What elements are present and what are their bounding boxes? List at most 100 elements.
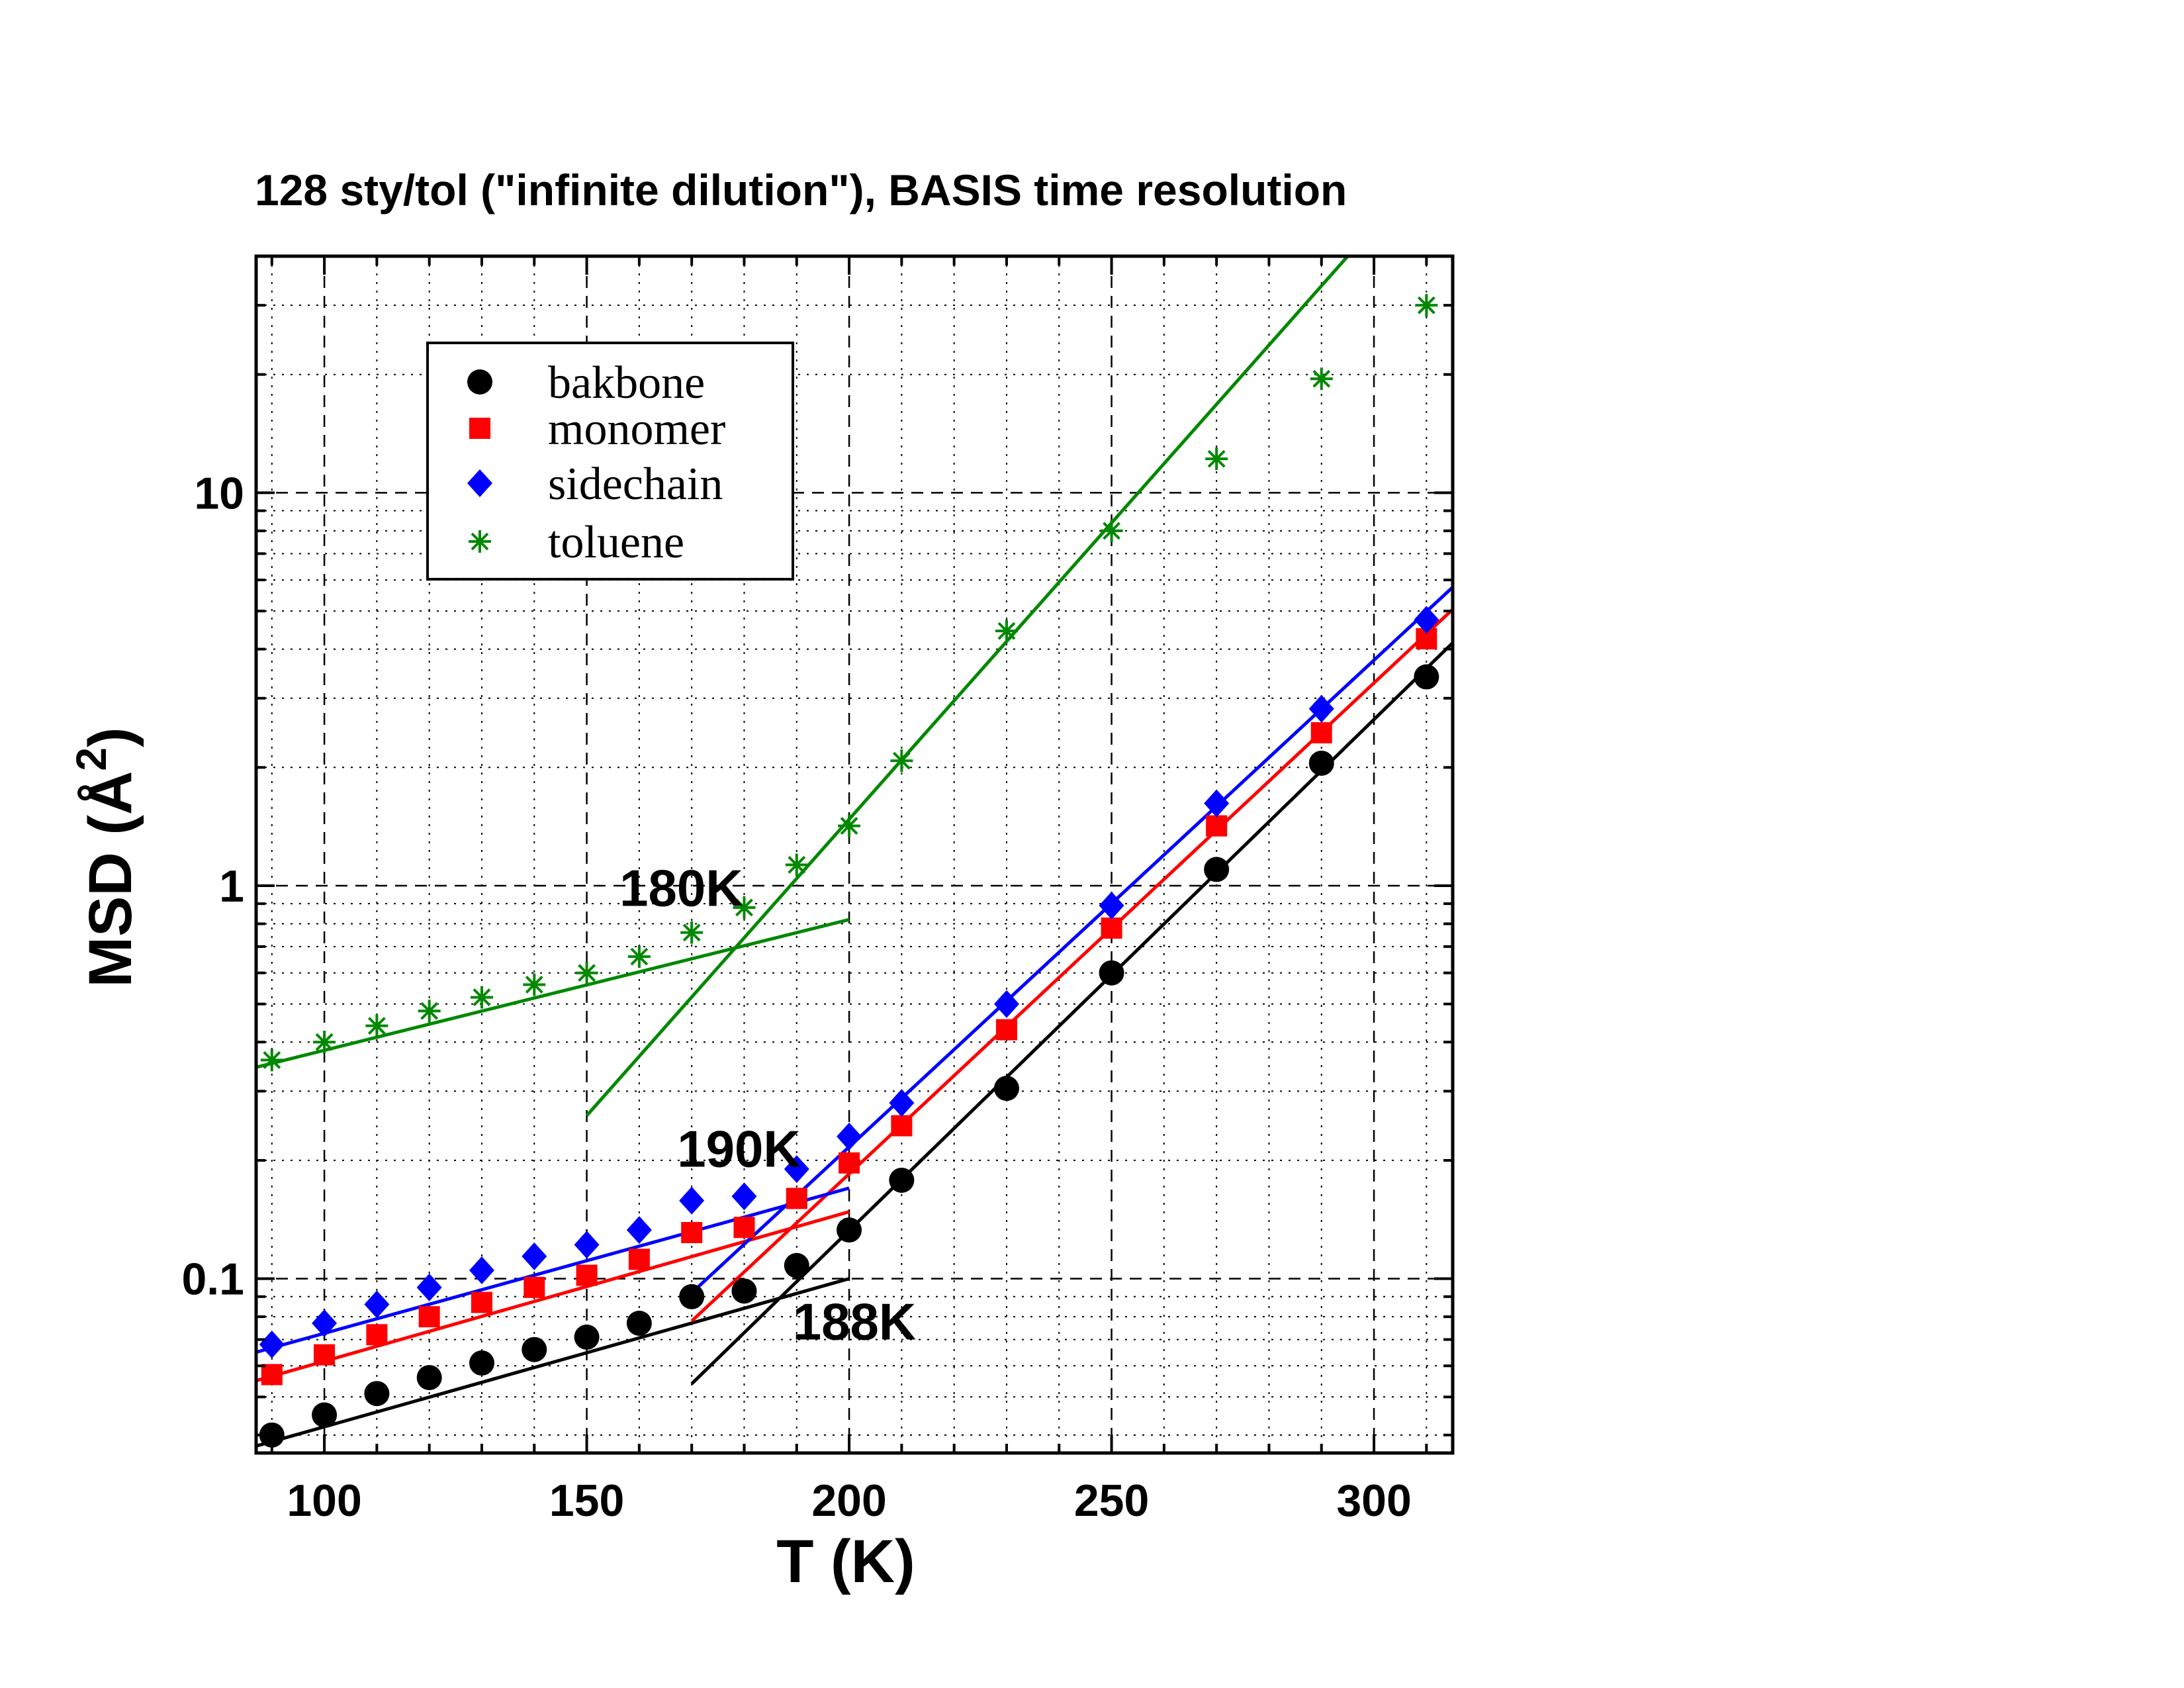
asterisk-stroke xyxy=(1312,369,1331,388)
data-point-monomer xyxy=(576,1264,598,1286)
data-point-sidechain xyxy=(259,1331,285,1359)
data-point-sidechain xyxy=(1308,694,1334,723)
data-point-bakbone xyxy=(784,1252,809,1278)
data-point-monomer xyxy=(1206,815,1228,837)
data-point-monomer xyxy=(733,1217,755,1239)
data-point-sidechain xyxy=(312,1309,338,1337)
data-point-bakbone xyxy=(731,1278,757,1304)
data-point-toluene xyxy=(523,973,546,996)
legend-marker-monomer xyxy=(469,418,490,439)
y-tick-label: 10 xyxy=(194,468,244,518)
data-point-monomer xyxy=(1310,722,1332,743)
asterisk-stroke xyxy=(420,1002,439,1020)
data-point-toluene xyxy=(1415,294,1438,317)
asterisk-stroke xyxy=(471,532,489,551)
data-point-monomer xyxy=(681,1222,703,1244)
x-tick-label: 300 xyxy=(1336,1476,1411,1526)
data-point-sidechain xyxy=(993,990,1019,1018)
data-point-toluene xyxy=(1205,447,1228,471)
legend-marker-toluene xyxy=(469,530,491,553)
data-point-monomer xyxy=(995,1019,1017,1041)
data-point-toluene xyxy=(995,620,1018,643)
asterisk-stroke xyxy=(1103,522,1120,540)
y-tick-label: 0.1 xyxy=(181,1254,244,1305)
data-point-monomer xyxy=(471,1291,492,1313)
asterisk-stroke xyxy=(315,1033,334,1051)
data-point-toluene xyxy=(575,961,598,984)
data-point-bakbone xyxy=(1308,750,1334,776)
asterisk-stroke xyxy=(892,751,911,770)
data-point-sidechain xyxy=(469,1256,494,1285)
data-point-toluene xyxy=(365,1014,388,1037)
x-tick-label: 100 xyxy=(287,1476,361,1526)
fit-line xyxy=(256,1210,850,1383)
y-axis-label: MSD (Å2) xyxy=(68,727,144,987)
data-point-sidechain xyxy=(1099,892,1124,920)
asterisk-stroke xyxy=(630,947,649,966)
data-point-monomer xyxy=(261,1364,283,1385)
legend-label-sidechain: sidechain xyxy=(548,459,723,510)
data-point-bakbone xyxy=(1414,664,1439,690)
legend-label-toluene: toluene xyxy=(548,517,684,568)
annotations: 180K 190K 188K xyxy=(619,859,916,1351)
data-point-sidechain xyxy=(784,1155,809,1184)
legend-marker-bakbone xyxy=(467,369,492,395)
asterisk-stroke xyxy=(997,622,1016,640)
data-point-sidechain xyxy=(416,1273,442,1301)
data-point-monomer xyxy=(366,1324,388,1346)
data-point-sidechain xyxy=(626,1216,652,1244)
chart-title: 128 sty/tol ("infinite dilution"), BASIS… xyxy=(255,165,1347,214)
fit-line xyxy=(256,917,850,1069)
y-axis-label-sup: 2 xyxy=(68,747,115,771)
fit-line xyxy=(690,608,1453,1323)
series-sidechain xyxy=(259,606,1439,1359)
asterisk-stroke xyxy=(367,1017,386,1035)
data-point-toluene xyxy=(627,945,651,968)
fit-line xyxy=(256,1277,850,1448)
data-point-bakbone xyxy=(364,1381,390,1407)
y-axis-label-close: ) xyxy=(77,727,144,747)
series-toluene xyxy=(260,294,1438,1072)
data-point-monomer xyxy=(314,1344,336,1366)
annotation-label: 180K xyxy=(619,859,743,917)
data-point-monomer xyxy=(523,1276,545,1298)
asterisk-stroke xyxy=(840,817,858,835)
data-point-sidechain xyxy=(679,1186,705,1215)
asterisk-stroke xyxy=(682,923,701,942)
data-point-toluene xyxy=(838,814,861,837)
fit-line xyxy=(585,256,1349,1117)
data-point-toluene xyxy=(260,1049,283,1072)
data-point-toluene xyxy=(680,921,704,944)
data-point-toluene xyxy=(313,1031,336,1054)
data-point-sidechain xyxy=(574,1231,600,1259)
data-point-bakbone xyxy=(259,1422,285,1448)
data-point-bakbone xyxy=(837,1217,862,1243)
legend-label-monomer: monomer xyxy=(548,404,725,455)
data-point-bakbone xyxy=(889,1167,915,1193)
data-point-sidechain xyxy=(731,1182,757,1211)
data-point-toluene xyxy=(785,853,808,876)
legend-label-bakbone: bakbone xyxy=(548,357,705,408)
data-point-monomer xyxy=(786,1188,807,1209)
data-point-sidechain xyxy=(837,1122,862,1150)
fit-line xyxy=(256,1186,850,1354)
data-point-monomer xyxy=(418,1306,440,1328)
data-point-monomer xyxy=(628,1248,650,1270)
data-point-toluene xyxy=(470,986,493,1009)
data-point-bakbone xyxy=(1099,960,1124,986)
data-point-monomer xyxy=(839,1152,860,1174)
legend-marker-sidechain xyxy=(467,469,492,497)
asterisk-stroke xyxy=(788,856,806,874)
data-markers xyxy=(259,294,1439,1448)
asterisk-stroke xyxy=(473,988,491,1007)
data-point-bakbone xyxy=(626,1310,652,1336)
asterisk-stroke xyxy=(525,976,543,994)
data-point-toluene xyxy=(418,1000,441,1023)
data-point-bakbone xyxy=(469,1350,494,1376)
data-point-toluene xyxy=(733,896,756,919)
data-point-toluene xyxy=(1310,367,1333,391)
y-axis-label-unit: Å xyxy=(77,771,144,815)
y-tick-label: 1 xyxy=(219,861,244,912)
